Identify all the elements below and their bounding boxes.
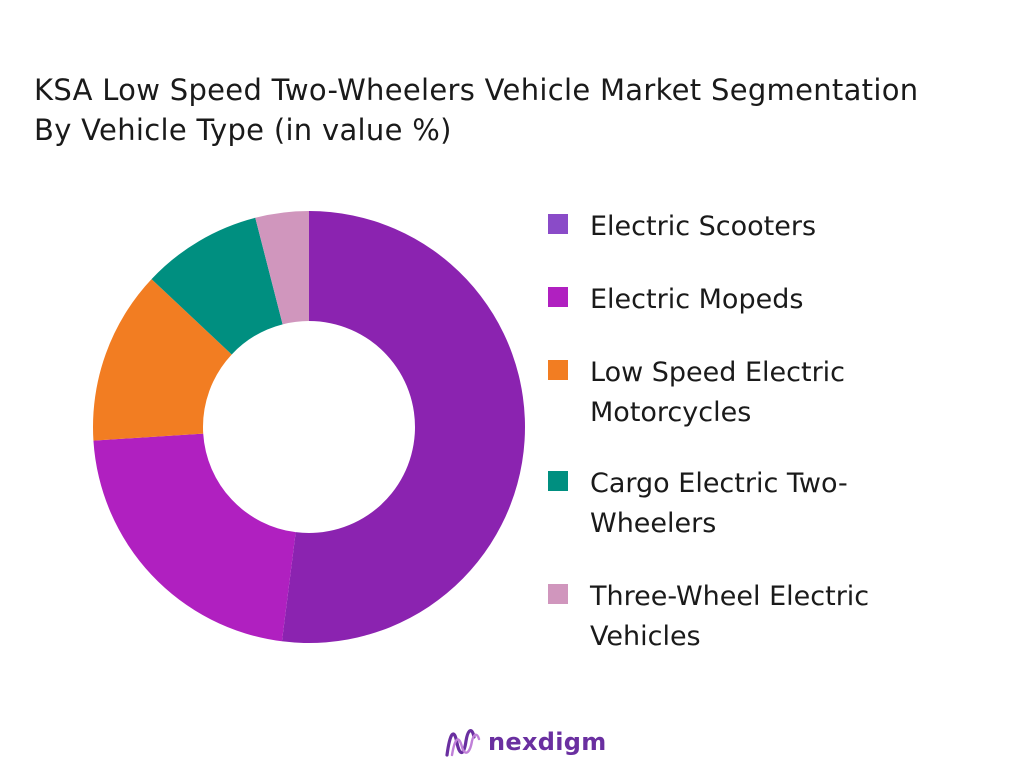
donut-slice-cargo-electric-two-wheelers xyxy=(151,217,283,355)
legend-label: Cargo Electric Two-Wheelers xyxy=(590,468,848,539)
legend-swatch xyxy=(548,214,568,234)
legend-label: Electric Mopeds xyxy=(590,284,804,315)
legend-label: Electric Scooters xyxy=(590,211,817,242)
legend-swatch xyxy=(548,287,568,307)
chart-title-line-2: By Vehicle Type (in value %) xyxy=(34,113,452,147)
chart-title: KSA Low Speed Two-Wheelers Vehicle Marke… xyxy=(34,70,1009,150)
legend-item-electric-scooters: Electric Scooters xyxy=(548,207,920,247)
nexdigm-logo-icon xyxy=(445,729,481,757)
donut-slice-three-wheel-electric-vehicles xyxy=(255,211,309,325)
donut-slice-electric-mopeds xyxy=(93,433,296,642)
chart-title-line-1: KSA Low Speed Two-Wheelers Vehicle Marke… xyxy=(34,73,919,107)
legend-item-cargo-electric-two-wheelers: Cargo Electric Two-Wheelers xyxy=(548,464,920,544)
legend-item-three-wheel-electric-vehicles: Three-Wheel Electric Vehicles xyxy=(548,577,920,657)
brand-logo: nexdigm xyxy=(444,722,607,762)
legend-item-low-speed-electric-motorcycles: Low Speed Electric Motorcycles xyxy=(548,353,920,433)
legend-item-electric-mopeds: Electric Mopeds xyxy=(548,280,920,320)
legend-label: Low Speed Electric Motorcycles xyxy=(590,357,846,428)
donut-slice-low-speed-electric-motorcycles xyxy=(93,279,232,441)
legend-label: Three-Wheel Electric Vehicles xyxy=(590,581,870,652)
brand-name: nexdigm xyxy=(488,728,607,756)
legend-swatch xyxy=(548,584,568,604)
legend-swatch xyxy=(548,360,568,380)
legend-swatch xyxy=(548,471,568,491)
donut-slice-electric-scooters xyxy=(281,210,526,643)
